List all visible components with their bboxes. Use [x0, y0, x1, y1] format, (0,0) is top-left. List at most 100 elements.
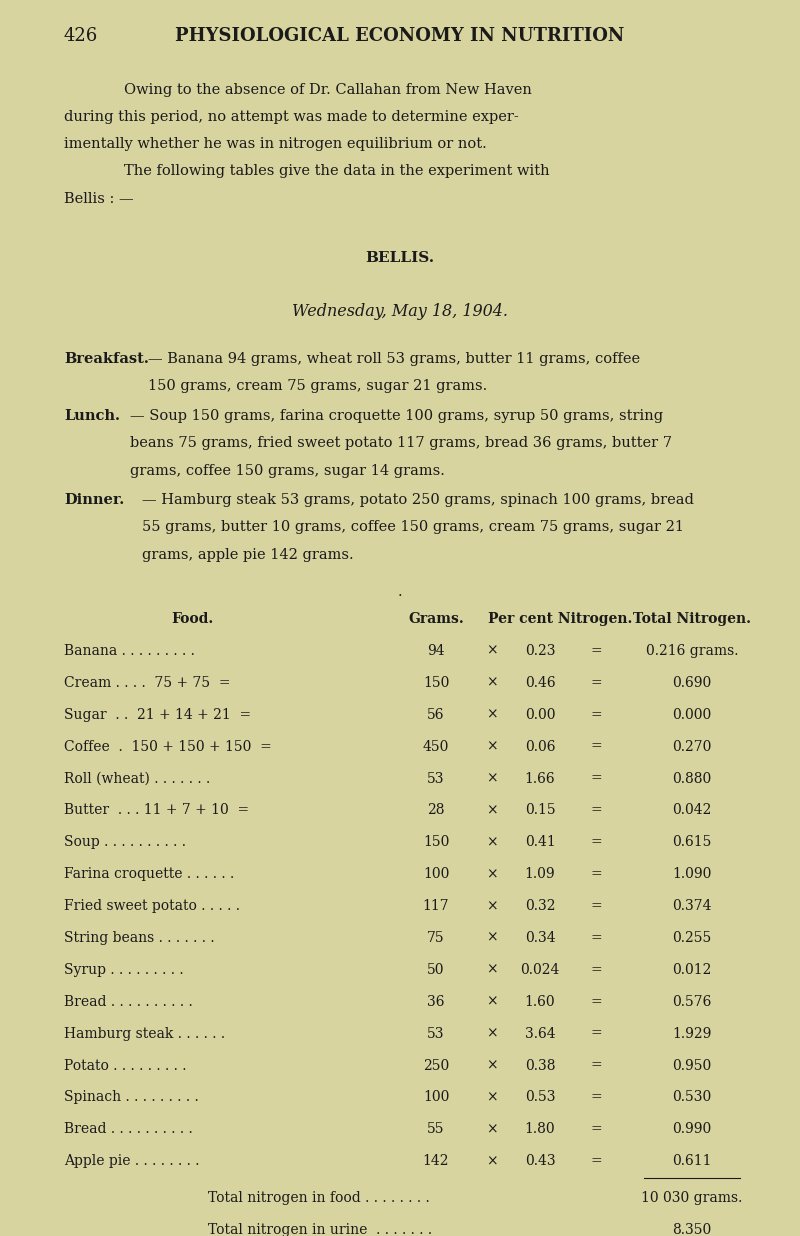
Text: Sugar  . .  21 + 14 + 21  =: Sugar . . 21 + 14 + 21 = — [64, 708, 251, 722]
Text: Total Nitrogen.: Total Nitrogen. — [633, 612, 751, 625]
Text: ×: × — [486, 739, 498, 754]
Text: 53: 53 — [427, 1027, 445, 1041]
Text: ×: × — [486, 1154, 498, 1168]
Text: ×: × — [486, 676, 498, 690]
Text: 0.990: 0.990 — [672, 1122, 712, 1136]
Text: =: = — [590, 1122, 602, 1136]
Text: 0.06: 0.06 — [525, 739, 555, 754]
Text: Cream . . . .  75 + 75  =: Cream . . . . 75 + 75 = — [64, 676, 230, 690]
Text: Food.: Food. — [171, 612, 213, 625]
Text: 0.15: 0.15 — [525, 803, 555, 817]
Text: Grams.: Grams. — [408, 612, 464, 625]
Text: 10 030 grams.: 10 030 grams. — [642, 1192, 742, 1205]
Text: ×: × — [486, 771, 498, 786]
Text: 8.350: 8.350 — [672, 1222, 712, 1236]
Text: 0.34: 0.34 — [525, 931, 555, 946]
Text: ×: × — [486, 868, 498, 881]
Text: =: = — [590, 739, 602, 754]
Text: ×: × — [486, 931, 498, 946]
Text: 0.690: 0.690 — [672, 676, 712, 690]
Text: Potato . . . . . . . . .: Potato . . . . . . . . . — [64, 1058, 186, 1073]
Text: Farina croquette . . . . . .: Farina croquette . . . . . . — [64, 868, 234, 881]
Text: ×: × — [486, 1058, 498, 1073]
Text: 0.374: 0.374 — [672, 899, 712, 913]
Text: 0.38: 0.38 — [525, 1058, 555, 1073]
Text: Hamburg steak . . . . . .: Hamburg steak . . . . . . — [64, 1027, 225, 1041]
Text: 1.66: 1.66 — [525, 771, 555, 786]
Text: 0.255: 0.255 — [672, 931, 712, 946]
Text: PHYSIOLOGICAL ECONOMY IN NUTRITION: PHYSIOLOGICAL ECONOMY IN NUTRITION — [175, 27, 625, 46]
Text: 150: 150 — [423, 676, 449, 690]
Text: 55 grams, butter 10 grams, coffee 150 grams, cream 75 grams, sugar 21: 55 grams, butter 10 grams, coffee 150 gr… — [142, 520, 685, 534]
Text: 1.929: 1.929 — [672, 1027, 712, 1041]
Text: 1.090: 1.090 — [672, 868, 712, 881]
Text: 100: 100 — [423, 1090, 449, 1105]
Text: 56: 56 — [427, 708, 445, 722]
Text: 0.576: 0.576 — [672, 995, 712, 1009]
Text: Bread . . . . . . . . . .: Bread . . . . . . . . . . — [64, 995, 193, 1009]
Text: =: = — [590, 676, 602, 690]
Text: 150 grams, cream 75 grams, sugar 21 grams.: 150 grams, cream 75 grams, sugar 21 gram… — [148, 379, 487, 393]
Text: BELLIS.: BELLIS. — [366, 251, 434, 265]
Text: ×: × — [486, 803, 498, 817]
Text: 1.09: 1.09 — [525, 868, 555, 881]
Text: Breakfast.: Breakfast. — [64, 352, 149, 366]
Text: Apple pie . . . . . . . .: Apple pie . . . . . . . . — [64, 1154, 199, 1168]
Text: ×: × — [486, 899, 498, 913]
Text: Soup . . . . . . . . . .: Soup . . . . . . . . . . — [64, 836, 186, 849]
Text: =: = — [590, 1090, 602, 1105]
Text: 75: 75 — [427, 931, 445, 946]
Text: Banana . . . . . . . . .: Banana . . . . . . . . . — [64, 644, 195, 658]
Text: Total nitrogen in food . . . . . . . .: Total nitrogen in food . . . . . . . . — [208, 1192, 430, 1205]
Text: 94: 94 — [427, 644, 445, 658]
Text: =: = — [590, 1027, 602, 1041]
Text: 0.880: 0.880 — [672, 771, 712, 786]
Text: =: = — [590, 708, 602, 722]
Text: 0.024: 0.024 — [520, 963, 560, 976]
Text: beans 75 grams, fried sweet potato 117 grams, bread 36 grams, butter 7: beans 75 grams, fried sweet potato 117 g… — [130, 436, 672, 450]
Text: 150: 150 — [423, 836, 449, 849]
Text: 0.042: 0.042 — [672, 803, 712, 817]
Text: Owing to the absence of Dr. Callahan from New Haven: Owing to the absence of Dr. Callahan fro… — [124, 83, 532, 96]
Text: Total nitrogen in urine  . . . . . . .: Total nitrogen in urine . . . . . . . — [208, 1222, 432, 1236]
Text: 1.60: 1.60 — [525, 995, 555, 1009]
Text: 0.950: 0.950 — [672, 1058, 712, 1073]
Text: =: = — [590, 868, 602, 881]
Text: Bellis : —: Bellis : — — [64, 192, 134, 205]
Text: ×: × — [486, 1090, 498, 1105]
Text: =: = — [590, 931, 602, 946]
Text: 3.64: 3.64 — [525, 1027, 555, 1041]
Text: 250: 250 — [423, 1058, 449, 1073]
Text: 1.80: 1.80 — [525, 1122, 555, 1136]
Text: =: = — [590, 803, 602, 817]
Text: 142: 142 — [422, 1154, 450, 1168]
Text: ×: × — [486, 644, 498, 658]
Text: Syrup . . . . . . . . .: Syrup . . . . . . . . . — [64, 963, 184, 976]
Text: 0.00: 0.00 — [525, 708, 555, 722]
Text: ×: × — [486, 995, 498, 1009]
Text: 53: 53 — [427, 771, 445, 786]
Text: 0.53: 0.53 — [525, 1090, 555, 1105]
Text: ×: × — [486, 963, 498, 976]
Text: during this period, no attempt was made to determine exper-: during this period, no attempt was made … — [64, 110, 518, 124]
Text: 117: 117 — [422, 899, 450, 913]
Text: Spinach . . . . . . . . .: Spinach . . . . . . . . . — [64, 1090, 198, 1105]
Text: 0.23: 0.23 — [525, 644, 555, 658]
Text: — Banana 94 grams, wheat roll 53 grams, butter 11 grams, coffee: — Banana 94 grams, wheat roll 53 grams, … — [148, 352, 640, 366]
Text: 0.216 grams.: 0.216 grams. — [646, 644, 738, 658]
Text: .: . — [398, 585, 402, 598]
Text: 0.32: 0.32 — [525, 899, 555, 913]
Text: ×: × — [486, 708, 498, 722]
Text: 426: 426 — [64, 27, 98, 46]
Text: 450: 450 — [423, 739, 449, 754]
Text: =: = — [590, 836, 602, 849]
Text: Bread . . . . . . . . . .: Bread . . . . . . . . . . — [64, 1122, 193, 1136]
Text: grams, coffee 150 grams, sugar 14 grams.: grams, coffee 150 grams, sugar 14 grams. — [130, 464, 446, 477]
Text: =: = — [590, 1058, 602, 1073]
Text: Roll (wheat) . . . . . . .: Roll (wheat) . . . . . . . — [64, 771, 210, 786]
Text: grams, apple pie 142 grams.: grams, apple pie 142 grams. — [142, 548, 354, 561]
Text: 28: 28 — [427, 803, 445, 817]
Text: 0.46: 0.46 — [525, 676, 555, 690]
Text: 0.000: 0.000 — [672, 708, 712, 722]
Text: ×: × — [486, 1122, 498, 1136]
